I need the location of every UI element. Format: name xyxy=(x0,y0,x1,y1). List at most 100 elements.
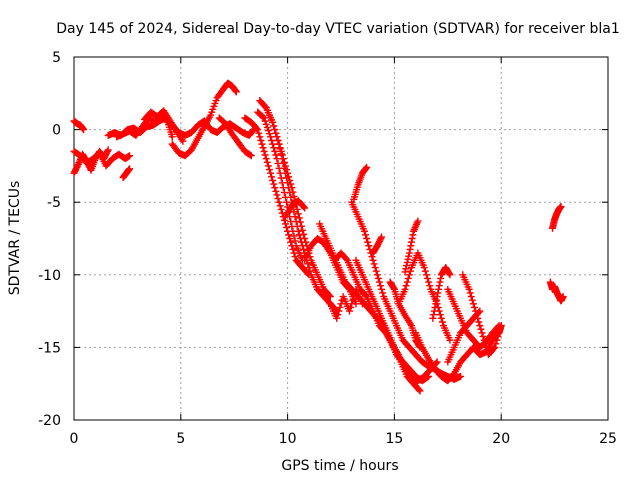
data-point xyxy=(126,152,134,160)
data-point xyxy=(274,195,282,203)
data-point xyxy=(284,179,292,187)
x-tick-label: 10 xyxy=(279,431,297,447)
series-track-decline-4 xyxy=(262,104,341,315)
data-point xyxy=(283,174,291,182)
y-axis-label: SDTVAR / TECUs xyxy=(7,181,23,296)
data-point xyxy=(261,117,269,125)
data-point xyxy=(481,340,489,348)
data-point xyxy=(497,322,505,330)
data-point xyxy=(295,231,303,239)
data-point xyxy=(285,231,293,239)
x-tick-label: 25 xyxy=(599,431,617,447)
data-point xyxy=(290,208,298,216)
series-track-afternoon-4 xyxy=(326,285,366,322)
data-point xyxy=(269,140,277,148)
data-point xyxy=(297,238,305,246)
data-point xyxy=(293,222,301,230)
data-point xyxy=(287,193,295,201)
ticks xyxy=(73,56,609,421)
series-track-early-3 xyxy=(70,117,88,134)
data-point xyxy=(80,126,88,134)
data-point xyxy=(277,150,285,158)
data-point xyxy=(273,133,281,141)
data-point xyxy=(259,144,267,152)
data-point xyxy=(466,289,474,297)
data-point xyxy=(433,293,441,301)
x-tick-label: 20 xyxy=(492,431,510,447)
data-point xyxy=(416,387,424,395)
data-point xyxy=(291,213,299,221)
series-track-afternoon-6 xyxy=(352,256,424,395)
data-point xyxy=(287,238,295,246)
data-point xyxy=(432,300,440,308)
data-point xyxy=(468,296,476,304)
y-tick-labels: 5 0 -5 -10 -15 -20 xyxy=(38,50,61,429)
data-point xyxy=(446,271,454,279)
data-point xyxy=(372,267,380,275)
data-point xyxy=(275,140,283,148)
data-point xyxy=(493,336,501,344)
data-point xyxy=(292,218,300,226)
data-point xyxy=(494,333,502,341)
data-point xyxy=(336,303,344,311)
series-track-morning-5 xyxy=(215,114,255,160)
data-point xyxy=(104,146,112,154)
data-point xyxy=(362,164,370,172)
chart-title: Day 145 of 2024, Sidereal Day-to-day VTE… xyxy=(56,21,619,37)
data-point xyxy=(262,155,270,163)
data-point xyxy=(375,278,383,286)
data-point xyxy=(334,311,342,319)
data-point xyxy=(373,271,381,279)
data-point xyxy=(403,278,411,286)
data-point xyxy=(349,296,357,304)
data-point xyxy=(559,293,567,301)
data-point xyxy=(269,176,277,184)
data-point xyxy=(445,270,453,278)
data-point xyxy=(273,191,281,199)
data-point xyxy=(471,303,478,311)
data-point xyxy=(347,303,355,311)
data-point xyxy=(270,144,278,152)
data-point xyxy=(406,245,414,253)
data-point xyxy=(480,336,488,344)
data-point xyxy=(300,245,308,253)
data-point xyxy=(362,291,370,299)
data-point xyxy=(422,271,430,279)
data-point xyxy=(432,296,440,304)
data-point xyxy=(295,214,303,222)
data-point xyxy=(269,118,277,126)
series-track-afternoon-7 xyxy=(350,163,371,203)
data-point xyxy=(276,145,284,153)
data-point xyxy=(271,126,279,134)
x-tick-label: 0 xyxy=(70,431,79,447)
data-point xyxy=(281,220,289,228)
data-point xyxy=(378,233,386,241)
data-point xyxy=(490,345,498,353)
data-point xyxy=(270,122,278,130)
data-point xyxy=(267,133,275,141)
data-point xyxy=(294,227,302,235)
data-point xyxy=(405,252,413,260)
data-point xyxy=(168,133,176,141)
series-track-afternoon-5 xyxy=(348,198,465,383)
data-point xyxy=(407,242,415,250)
data-point xyxy=(374,274,382,282)
data-point xyxy=(296,235,304,242)
data-point xyxy=(261,151,269,159)
data-point xyxy=(415,386,423,394)
data-point xyxy=(278,155,286,163)
series-track-evening-5 xyxy=(444,307,484,366)
data-point xyxy=(264,162,272,170)
data-point xyxy=(306,267,314,275)
data-point xyxy=(299,242,307,250)
data-point xyxy=(557,203,565,211)
series-track-late-2 xyxy=(546,278,567,305)
data-point xyxy=(263,123,271,131)
data-point xyxy=(267,169,275,177)
data-point xyxy=(262,120,270,128)
data-point xyxy=(270,180,278,188)
series-track-decline-5 xyxy=(281,197,309,221)
data-point xyxy=(291,253,299,261)
data-point xyxy=(408,235,416,242)
series-track-afternoon-8 xyxy=(369,233,386,257)
